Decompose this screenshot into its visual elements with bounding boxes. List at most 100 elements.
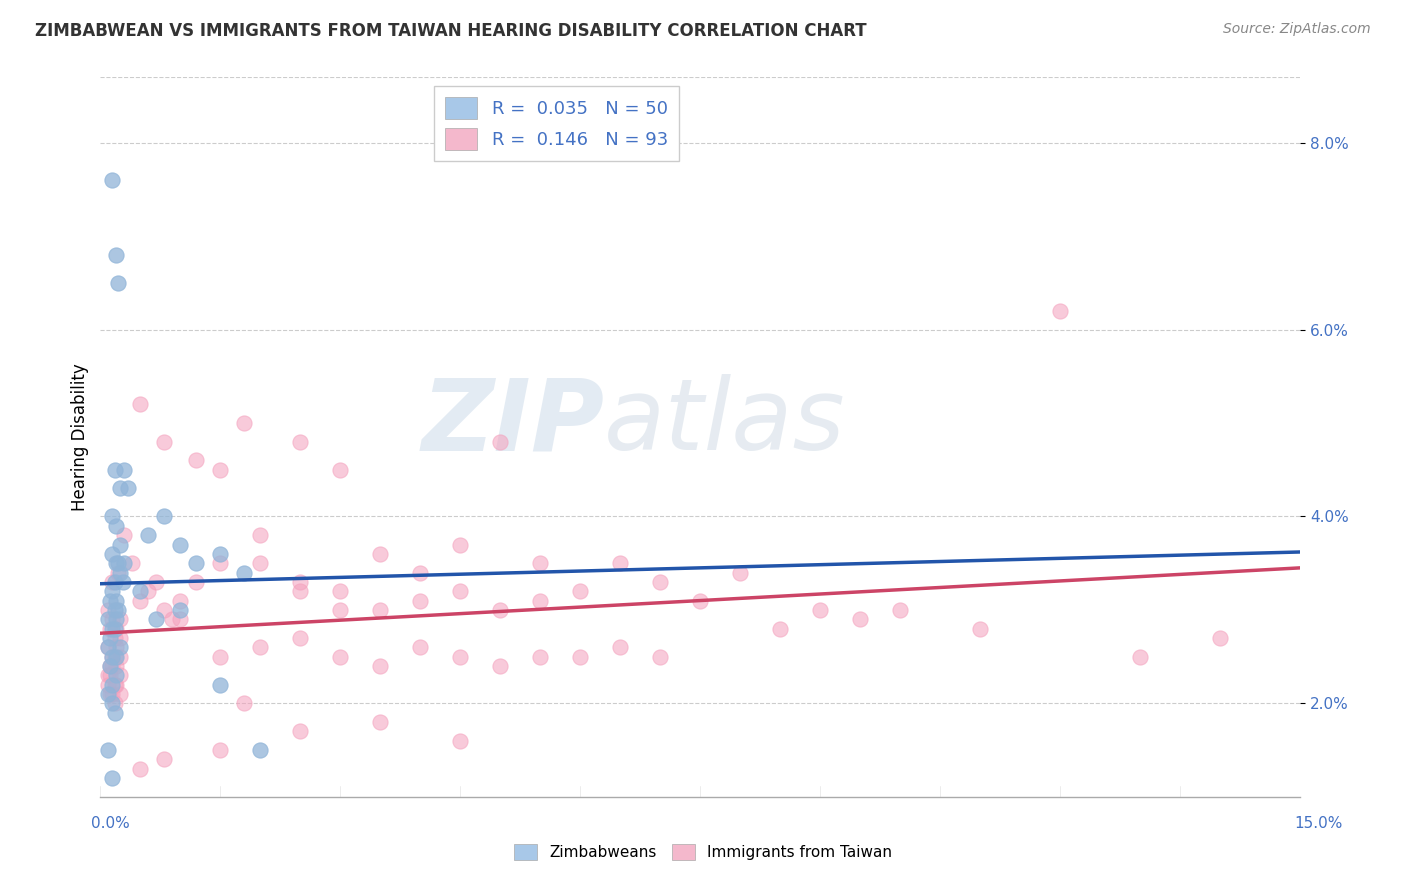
Point bbox=[569, 649, 592, 664]
Point bbox=[98, 668, 121, 682]
Point bbox=[101, 612, 124, 626]
Point bbox=[249, 556, 271, 570]
Point bbox=[101, 678, 124, 692]
Point bbox=[153, 603, 176, 617]
Point bbox=[769, 622, 792, 636]
Point bbox=[368, 659, 391, 673]
Point bbox=[1209, 631, 1232, 645]
Point bbox=[98, 687, 121, 701]
Point bbox=[409, 566, 432, 580]
Point bbox=[233, 416, 256, 430]
Point bbox=[129, 397, 152, 411]
Point bbox=[121, 556, 143, 570]
Point bbox=[101, 584, 124, 599]
Point bbox=[186, 574, 208, 589]
Point bbox=[969, 622, 991, 636]
Point bbox=[104, 574, 127, 589]
Point bbox=[162, 612, 184, 626]
Point bbox=[110, 640, 132, 655]
Point bbox=[101, 687, 124, 701]
Point bbox=[1049, 304, 1071, 318]
Point bbox=[97, 640, 120, 655]
Point bbox=[449, 537, 471, 551]
Point bbox=[104, 631, 127, 645]
Point bbox=[329, 463, 352, 477]
Point bbox=[233, 566, 256, 580]
Point bbox=[107, 566, 129, 580]
Point bbox=[449, 584, 471, 599]
Point bbox=[101, 771, 124, 785]
Point bbox=[97, 612, 120, 626]
Point bbox=[107, 276, 129, 290]
Point bbox=[104, 696, 127, 710]
Point bbox=[889, 603, 911, 617]
Point bbox=[209, 743, 232, 757]
Point bbox=[129, 762, 152, 776]
Point bbox=[730, 566, 752, 580]
Point bbox=[110, 649, 132, 664]
Point bbox=[169, 537, 191, 551]
Point bbox=[97, 603, 120, 617]
Point bbox=[107, 556, 129, 570]
Point bbox=[138, 584, 160, 599]
Point bbox=[105, 593, 128, 607]
Point bbox=[112, 463, 135, 477]
Point bbox=[209, 649, 232, 664]
Point bbox=[112, 528, 135, 542]
Legend: R =  0.035   N = 50, R =  0.146   N = 93: R = 0.035 N = 50, R = 0.146 N = 93 bbox=[434, 87, 679, 161]
Point bbox=[368, 714, 391, 729]
Point bbox=[104, 678, 127, 692]
Point bbox=[110, 668, 132, 682]
Point bbox=[105, 649, 128, 664]
Point bbox=[650, 574, 672, 589]
Point bbox=[290, 584, 312, 599]
Point bbox=[97, 678, 120, 692]
Point bbox=[104, 463, 127, 477]
Point bbox=[110, 687, 132, 701]
Point bbox=[129, 584, 152, 599]
Point bbox=[689, 593, 711, 607]
Point bbox=[98, 622, 121, 636]
Point bbox=[117, 482, 139, 496]
Point bbox=[609, 640, 631, 655]
Point bbox=[104, 622, 127, 636]
Point bbox=[97, 687, 120, 701]
Point bbox=[101, 509, 124, 524]
Point bbox=[808, 603, 831, 617]
Point bbox=[105, 640, 128, 655]
Point bbox=[101, 696, 124, 710]
Text: 15.0%: 15.0% bbox=[1295, 816, 1343, 831]
Point bbox=[290, 724, 312, 739]
Point bbox=[104, 649, 127, 664]
Point bbox=[101, 649, 124, 664]
Point bbox=[290, 574, 312, 589]
Point bbox=[153, 509, 176, 524]
Point bbox=[249, 640, 271, 655]
Point bbox=[209, 463, 232, 477]
Point bbox=[101, 574, 124, 589]
Point bbox=[209, 547, 232, 561]
Point bbox=[489, 659, 512, 673]
Point bbox=[329, 603, 352, 617]
Point bbox=[110, 566, 132, 580]
Point bbox=[249, 528, 271, 542]
Point bbox=[489, 434, 512, 449]
Point bbox=[98, 631, 121, 645]
Point bbox=[98, 659, 121, 673]
Point bbox=[101, 649, 124, 664]
Point bbox=[186, 453, 208, 467]
Point bbox=[153, 752, 176, 766]
Point bbox=[98, 593, 121, 607]
Point bbox=[290, 631, 312, 645]
Point bbox=[186, 556, 208, 570]
Point bbox=[105, 622, 128, 636]
Point bbox=[107, 603, 129, 617]
Text: ZIP: ZIP bbox=[422, 375, 605, 471]
Point bbox=[409, 593, 432, 607]
Point bbox=[111, 574, 134, 589]
Point bbox=[153, 434, 176, 449]
Point bbox=[112, 556, 135, 570]
Point bbox=[329, 584, 352, 599]
Point bbox=[110, 612, 132, 626]
Text: atlas: atlas bbox=[605, 375, 846, 471]
